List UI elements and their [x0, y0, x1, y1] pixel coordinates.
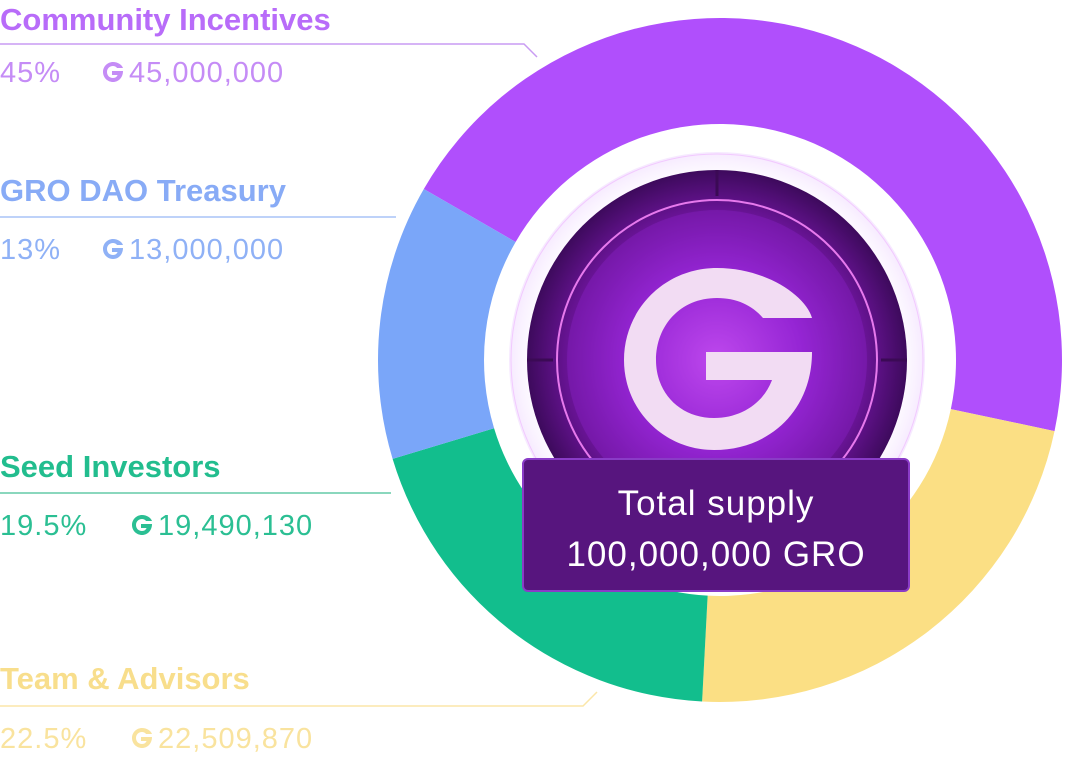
- leader-line-community-incentives: [0, 43, 538, 58]
- gro-g-icon: [132, 728, 152, 748]
- legend-amount: 13,000,000: [129, 234, 285, 266]
- legend-percent: 45%: [0, 57, 62, 89]
- legend-leader-lines: [0, 43, 598, 707]
- total-supply-value: 100,000,000 GRO: [566, 535, 866, 574]
- total-supply-label: Total supply: [617, 484, 815, 523]
- gro-g-icon: [103, 239, 123, 259]
- total-supply-box: Total supply 100,000,000 GRO: [522, 458, 910, 592]
- legend-title: Team & Advisors: [0, 661, 250, 696]
- gro-g-icon: [103, 62, 123, 82]
- leader-line-team-advisors: [0, 691, 598, 707]
- gro-g-icon: [132, 515, 152, 535]
- legend-title: Seed Investors: [0, 449, 221, 484]
- legend-percent: 19.5%: [0, 510, 88, 542]
- legend-amount-row: 19,490,130: [130, 512, 313, 541]
- legend-title: GRO DAO Treasury: [0, 173, 286, 208]
- slice-gro-dao-treasury: [378, 189, 516, 459]
- legend-amount: 22,509,870: [158, 723, 314, 755]
- legend-amount-row: 45,000,000: [101, 59, 284, 88]
- legend-amount-row: 13,000,000: [101, 236, 284, 265]
- legend-amount: 19,490,130: [158, 510, 314, 542]
- legend-amount: 45,000,000: [129, 57, 285, 89]
- gro-logo-icon: [624, 268, 812, 450]
- legend-percent: 13%: [0, 234, 62, 266]
- legend-percent: 22.5%: [0, 723, 88, 755]
- legend-title: Community Incentives: [0, 2, 331, 37]
- slice-community-incentives: [423, 18, 1062, 432]
- legend-amount-row: 22,509,870: [130, 725, 313, 754]
